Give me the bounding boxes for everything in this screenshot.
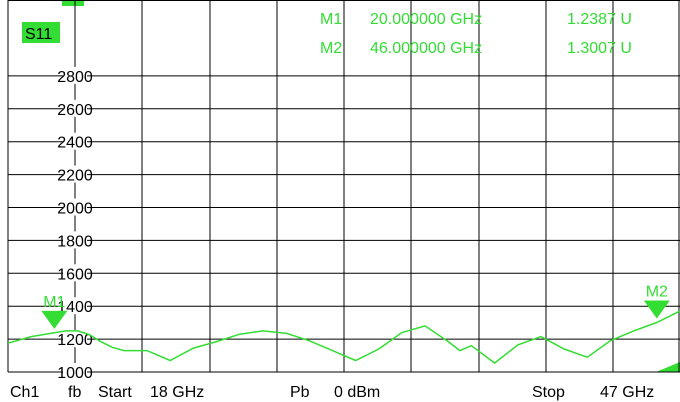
y-tick-label-bg <box>44 99 106 117</box>
y-tick-label: 1200 <box>57 332 93 349</box>
y-tick-label: 2200 <box>57 168 93 185</box>
marker-2-value: 1.3007 U <box>567 40 632 57</box>
marker-readout: M1 20.000000 GHz 1.2387 U M2 46.000000 G… <box>320 11 632 57</box>
marker-1-value: 1.2387 U <box>567 11 632 28</box>
y-tick-label-bg <box>44 66 106 84</box>
y-tick-label-bg <box>44 132 106 150</box>
power-value: 0 dBm <box>334 384 380 401</box>
grid <box>7 0 680 373</box>
power-label: Pb <box>290 384 310 401</box>
y-tick-label-bg <box>44 165 106 183</box>
status-bar: Ch1 fb Start 18 GHz Pb 0 dBm Stop 47 GHz <box>10 384 654 401</box>
marker-2-frequency: 46.000000 GHz <box>370 40 482 57</box>
y-tick-label-bg <box>44 363 106 380</box>
marker-triangle-icon <box>41 310 68 329</box>
mode-label: fb <box>68 384 81 401</box>
trace-label-badge <box>22 22 60 43</box>
y-tick-label: 1600 <box>57 266 93 283</box>
marker-triangle-icon <box>643 300 670 319</box>
start-value: 18 GHz <box>150 384 204 401</box>
marker-1-frequency: 20.000000 GHz <box>370 11 482 28</box>
markers: M1 M2 <box>41 283 670 329</box>
y-tick-label: 2400 <box>57 135 93 152</box>
start-label: Start <box>98 384 132 401</box>
marker-2-name: M2 <box>320 40 342 57</box>
y-tick-label-bg <box>44 198 106 216</box>
marker-1-name: M1 <box>320 11 342 28</box>
channel-label: Ch1 <box>10 384 39 401</box>
y-tick-label-bg <box>44 297 106 315</box>
trace-line <box>7 310 680 364</box>
stop-value: 47 GHz <box>600 384 654 401</box>
y-tick-label: 1000 <box>57 365 93 382</box>
y-tick-label: 2600 <box>57 102 93 119</box>
y-tick-label: 2800 <box>57 69 93 86</box>
y-tick-label-bg <box>44 330 106 348</box>
trace <box>7 310 680 364</box>
y-tick-label: 2000 <box>57 201 93 218</box>
stop-label: Stop <box>532 384 565 401</box>
marker-label: M2 <box>646 283 668 300</box>
reference-tab <box>62 0 84 6</box>
trace-label: S11 <box>25 26 52 43</box>
y-tick-label-bg <box>44 264 106 282</box>
y-tick-label: 1800 <box>57 233 93 250</box>
reference-arrow-icon <box>656 362 680 372</box>
marker-label: M1 <box>43 294 65 311</box>
y-tick-label-bg <box>44 231 106 249</box>
